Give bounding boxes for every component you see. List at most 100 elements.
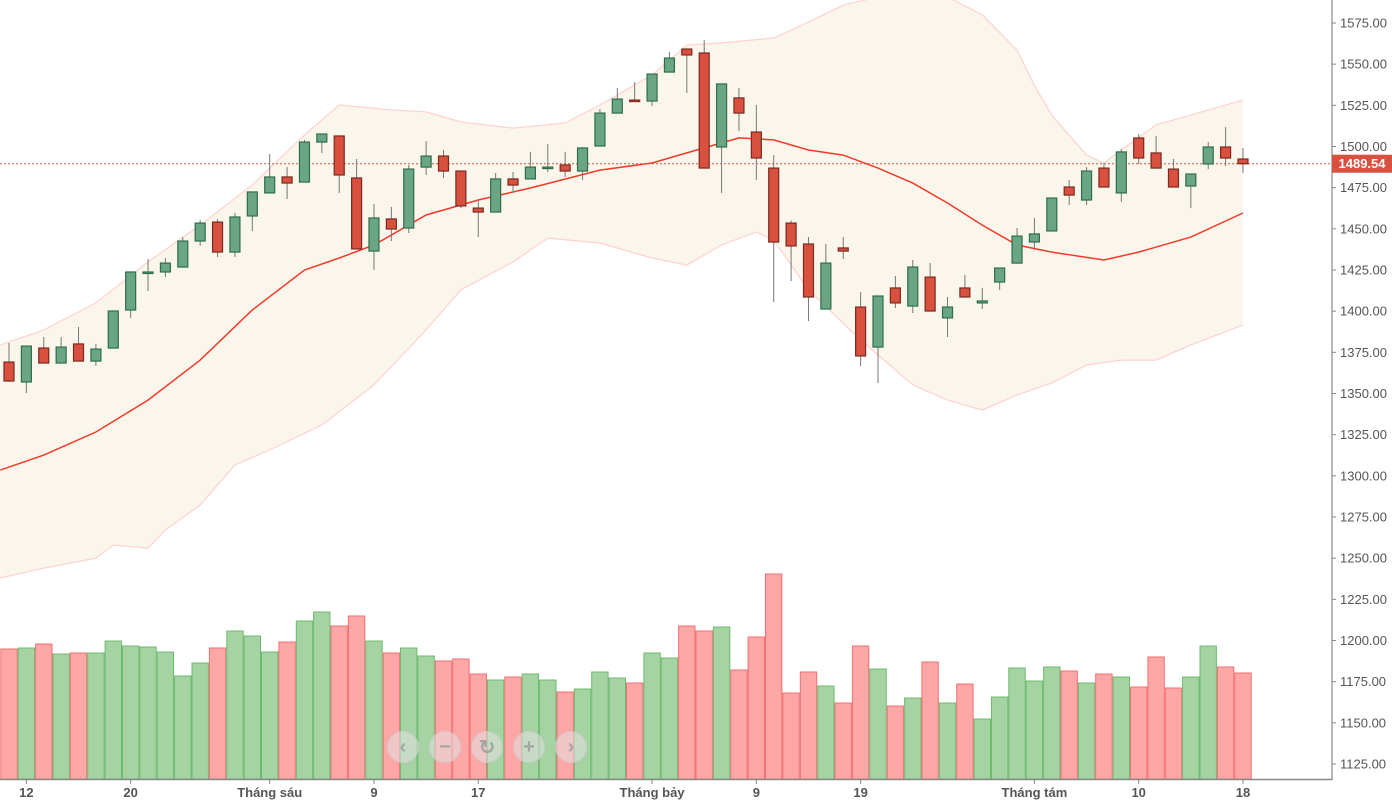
y-tick-label: 1300.00 bbox=[1340, 468, 1387, 483]
chevron-left-icon: ‹ bbox=[399, 735, 407, 758]
candle-body bbox=[663, 57, 676, 73]
candle-body bbox=[941, 306, 954, 319]
volume-bar bbox=[1164, 687, 1183, 780]
y-tick-label: 1575.00 bbox=[1340, 16, 1387, 31]
candle bbox=[1080, 167, 1093, 205]
volume-bar bbox=[1060, 670, 1078, 780]
candle-body bbox=[1063, 186, 1075, 196]
candle bbox=[38, 337, 50, 364]
candle bbox=[941, 297, 954, 338]
volume-bar bbox=[695, 630, 713, 780]
volume-bar bbox=[208, 647, 227, 780]
candle bbox=[1202, 142, 1214, 170]
candle bbox=[559, 151, 571, 177]
candle bbox=[490, 173, 502, 213]
candle bbox=[768, 155, 780, 302]
volume-bar bbox=[1130, 686, 1148, 780]
candle bbox=[211, 218, 224, 257]
volume-bar bbox=[226, 630, 244, 780]
x-tick-label: Tháng bảy bbox=[620, 785, 686, 800]
candle bbox=[3, 342, 15, 382]
y-tick-label: 1525.00 bbox=[1340, 98, 1387, 113]
band-fill bbox=[0, 0, 1243, 579]
volume-bar bbox=[799, 671, 818, 780]
candle bbox=[1011, 228, 1023, 264]
volume-bar bbox=[1199, 645, 1217, 780]
candle-body bbox=[611, 98, 623, 114]
volume-bar bbox=[313, 611, 331, 780]
y-tick-label: 1500.00 bbox=[1340, 139, 1387, 154]
candle bbox=[55, 337, 67, 364]
y-tick-label: 1225.00 bbox=[1340, 592, 1387, 607]
x-tick-label: 18 bbox=[1236, 785, 1250, 800]
refresh-icon: ↻ bbox=[478, 736, 496, 759]
candle-body bbox=[1046, 197, 1058, 232]
volume-bar bbox=[69, 652, 88, 780]
x-tick-label: 10 bbox=[1131, 785, 1145, 800]
volume-bar bbox=[765, 573, 783, 780]
candle-body bbox=[264, 176, 276, 194]
volume-bar bbox=[991, 696, 1009, 780]
volume-bar bbox=[504, 676, 522, 780]
y-tick-label: 1175.00 bbox=[1340, 674, 1386, 689]
candle bbox=[507, 172, 519, 193]
candle-body bbox=[437, 155, 450, 172]
zoom-out-button[interactable]: − bbox=[429, 731, 461, 763]
candle bbox=[976, 287, 988, 310]
last-price-label: 1489.54 bbox=[1339, 156, 1387, 171]
candle-body bbox=[750, 131, 762, 159]
y-tick-label: 1325.00 bbox=[1340, 427, 1387, 442]
candle-body bbox=[646, 73, 658, 102]
volume-bar bbox=[904, 697, 922, 780]
y-tick-label: 1250.00 bbox=[1340, 551, 1387, 566]
zoom-in-button[interactable]: + bbox=[513, 731, 545, 763]
candle-body bbox=[1011, 235, 1023, 264]
x-tick-label: Tháng tám bbox=[1002, 785, 1068, 800]
volume-bar bbox=[678, 625, 696, 780]
candle-body bbox=[594, 112, 606, 147]
candle bbox=[1133, 133, 1145, 164]
candle bbox=[837, 237, 849, 259]
volume-bar bbox=[539, 679, 557, 780]
candle bbox=[872, 295, 884, 383]
candle-body bbox=[959, 287, 971, 298]
candle bbox=[246, 191, 258, 231]
candle-body bbox=[281, 176, 293, 184]
volume-bar bbox=[626, 682, 644, 780]
candle bbox=[907, 259, 919, 313]
candle-body bbox=[785, 222, 797, 247]
x-tick-label: 12 bbox=[19, 785, 33, 800]
volume-bar bbox=[1008, 667, 1026, 780]
scroll-right-button[interactable]: › bbox=[555, 731, 587, 763]
chart-navigator: ‹ − ↻ + › bbox=[387, 731, 587, 763]
candle-body bbox=[125, 271, 137, 311]
candle bbox=[72, 326, 85, 362]
candle-body bbox=[333, 135, 345, 176]
candle bbox=[177, 237, 189, 268]
candle-body bbox=[298, 141, 311, 183]
candle-body bbox=[246, 191, 258, 217]
volume-bar bbox=[851, 645, 870, 780]
volume-bar bbox=[469, 673, 488, 780]
candle-body bbox=[420, 155, 432, 168]
candle-body bbox=[20, 345, 32, 383]
volume-bar bbox=[365, 640, 383, 780]
candle-body bbox=[976, 300, 988, 304]
volume-bar bbox=[921, 661, 939, 780]
candle-body bbox=[681, 48, 693, 56]
scroll-left-button[interactable]: ‹ bbox=[387, 731, 419, 763]
candle-body bbox=[194, 222, 206, 242]
candle-body bbox=[107, 310, 119, 349]
candle bbox=[455, 170, 467, 209]
x-tick-label: Tháng sáu bbox=[237, 785, 302, 800]
candle-body bbox=[490, 178, 502, 213]
candle bbox=[629, 81, 641, 103]
candle bbox=[298, 139, 311, 183]
reset-button[interactable]: ↻ bbox=[471, 731, 503, 763]
candle-body bbox=[351, 177, 363, 250]
volume-bar bbox=[1147, 656, 1165, 780]
candle-body bbox=[385, 218, 397, 230]
y-tick-label: 1450.00 bbox=[1340, 221, 1387, 236]
candle-body bbox=[872, 295, 884, 348]
